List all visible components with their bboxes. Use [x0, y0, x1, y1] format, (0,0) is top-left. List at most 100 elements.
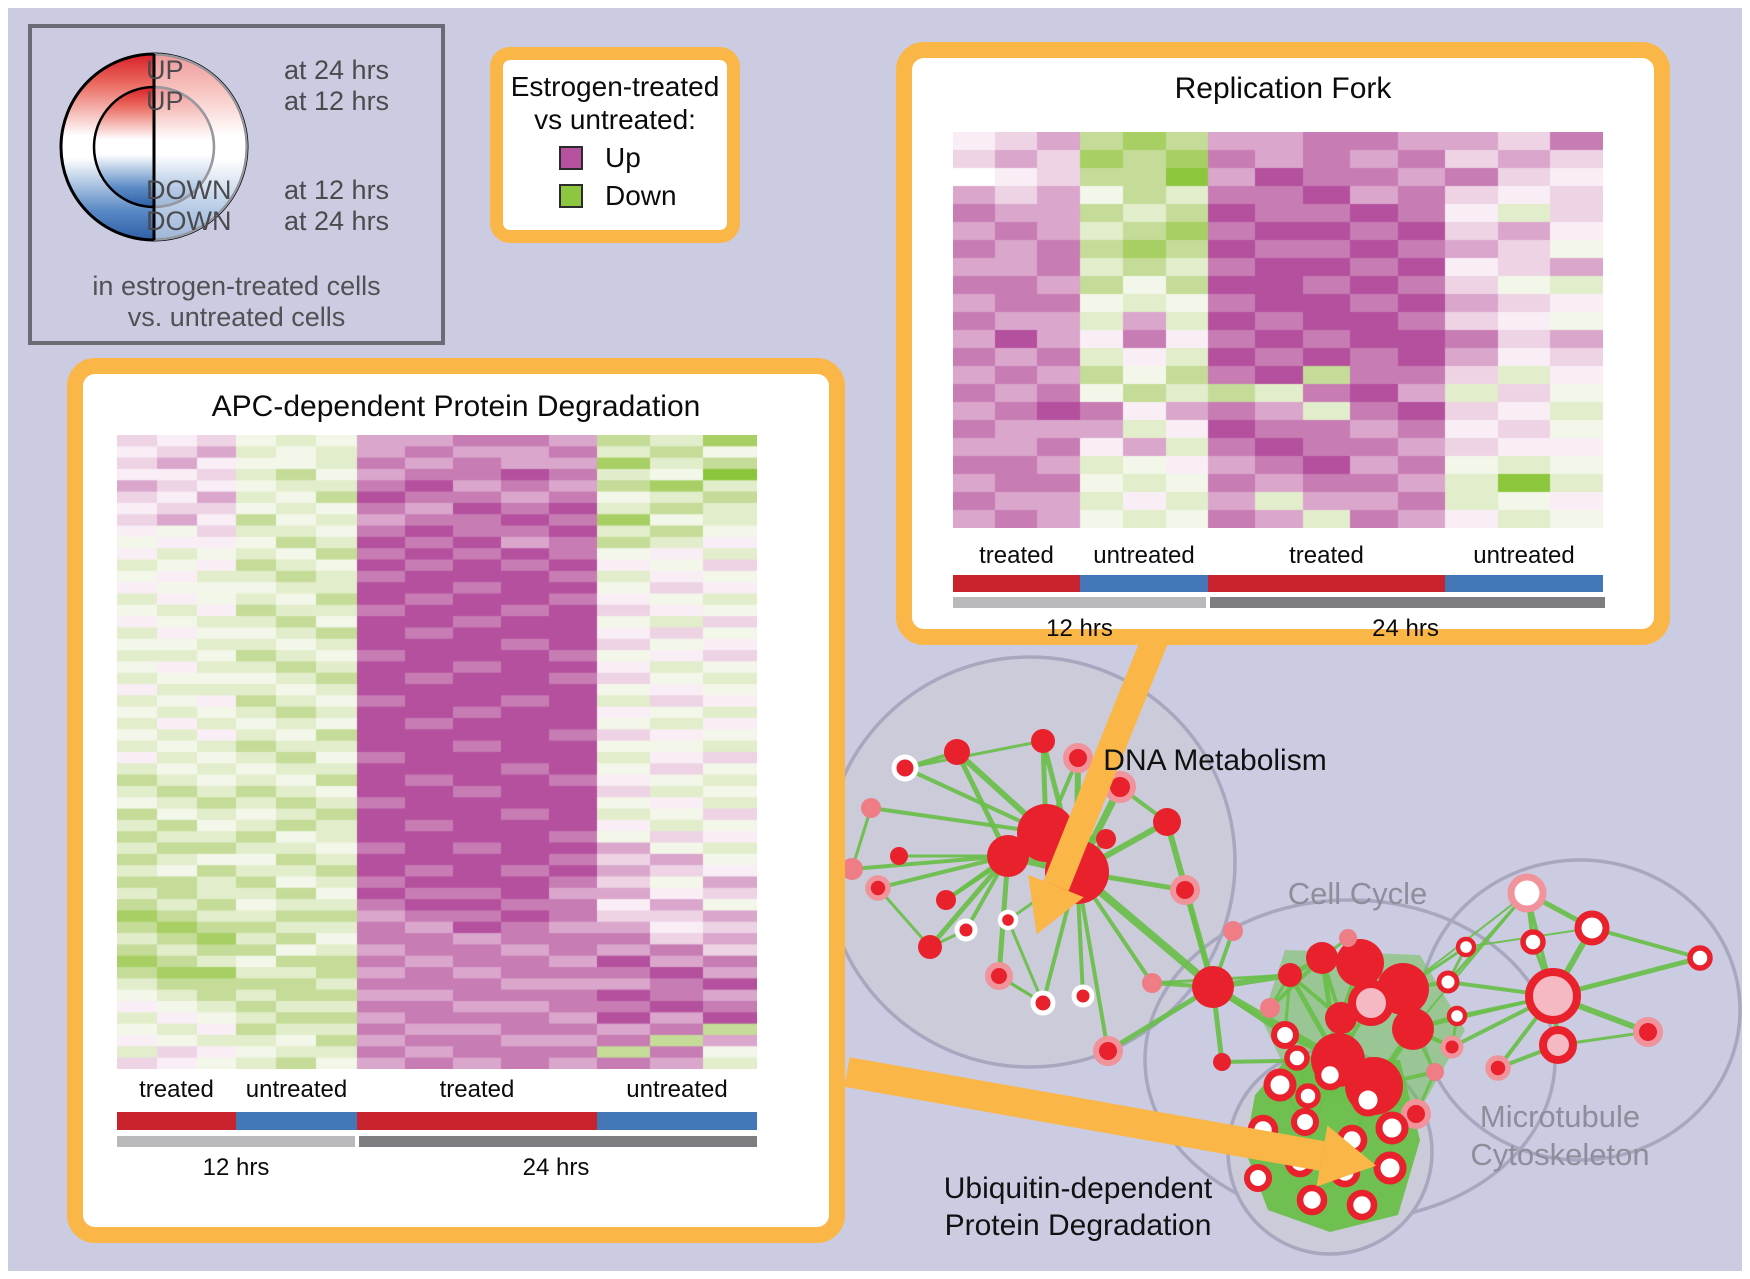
network-node [865, 875, 891, 901]
connector-arrowhead [1028, 874, 1084, 935]
network-node [1507, 873, 1547, 913]
ring-time-label: at 12 hrs [284, 86, 390, 116]
rf-time-bars [953, 597, 1605, 608]
network-node [1306, 942, 1338, 974]
ring-legend-graphic [59, 52, 249, 242]
group-label: untreated [245, 1076, 348, 1103]
network-edge [876, 887, 932, 948]
connector-arrow-shaft [844, 1057, 1325, 1171]
network-node [1223, 921, 1243, 941]
network-node [1426, 1063, 1444, 1081]
network-node [1296, 1184, 1328, 1216]
time-bar [359, 1136, 757, 1147]
microtubule-label-line2: Cytoskeleton [1470, 1137, 1650, 1172]
network-edge [870, 806, 1047, 835]
network-node [1348, 980, 1394, 1026]
network-node [1351, 1083, 1385, 1117]
network-node [1436, 970, 1460, 994]
network-node [861, 798, 881, 818]
time-label: 24 hrs [1372, 615, 1439, 642]
network-node [891, 754, 919, 782]
network-node [1278, 963, 1302, 987]
rf-time-labels: 12 hrs 24 hrs [953, 615, 1605, 645]
network-edge [1006, 919, 1045, 1004]
condition-bar [953, 575, 1080, 592]
connector-arrowhead [1316, 1125, 1377, 1187]
microtubule-label-line1: Microtubule [1479, 1099, 1641, 1134]
network-node [1096, 829, 1116, 849]
network-node [1373, 1151, 1407, 1185]
condition-bar [1208, 575, 1445, 592]
ring-time-label: at 12 hrs [284, 175, 390, 205]
network-edge [851, 854, 1009, 871]
condition-bar [117, 1112, 236, 1130]
time-bar [953, 597, 1206, 608]
group-label: treated [1289, 542, 1364, 569]
network-node [1093, 1036, 1123, 1066]
network-node [1574, 910, 1610, 946]
ring-legend-box: UP at 24 hrs UP at 12 hrs DOWN at 12 hrs… [28, 24, 445, 345]
apc-time-bars [117, 1136, 757, 1147]
network-node [1192, 966, 1234, 1008]
network-node [1375, 1111, 1409, 1145]
ubiquitin-label-line1: Ubiquitin-dependent [943, 1172, 1213, 1205]
estrogen-legend-box: Estrogen-treated vs untreated: Up Down [490, 47, 740, 243]
network-node [985, 962, 1013, 990]
down-color-swatch [559, 184, 583, 208]
network-node [1325, 1002, 1357, 1034]
network-node [1030, 990, 1056, 1016]
condition-bar [597, 1112, 757, 1130]
ring-footer-line1: in estrogen-treated cells [92, 271, 381, 301]
rf-panel-title: Replication Fork [1174, 72, 1392, 105]
cell-cycle-label: Cell Cycle [1287, 876, 1428, 911]
time-bar [117, 1136, 355, 1147]
ring-dir-label: UP [146, 55, 184, 85]
apc-panel-title: APC-dependent Protein Degradation [211, 390, 701, 423]
network-node [997, 909, 1019, 931]
network-node [1284, 1045, 1310, 1071]
group-label: treated [979, 542, 1054, 569]
estrogen-legend-title-line2: vs untreated: [534, 104, 696, 135]
rf-condition-bars [953, 575, 1603, 592]
network-node [1243, 1163, 1273, 1193]
network-edge [1412, 892, 1528, 1030]
ring-footer-line2: vs. untreated cells [127, 302, 346, 332]
network-node [954, 918, 978, 942]
network-node [1263, 1068, 1297, 1102]
network-node [1520, 929, 1546, 955]
rf-heatmap [953, 132, 1603, 528]
ring-time-label: at 24 hrs [284, 55, 390, 85]
network-node [1440, 1035, 1464, 1059]
ring-time-label: at 24 hrs [284, 206, 390, 236]
up-color-swatch [559, 146, 583, 170]
network-node [1213, 1053, 1231, 1071]
time-label: 12 hrs [1046, 615, 1113, 642]
network-node [1339, 929, 1357, 947]
ring-dir-label: DOWN [146, 206, 232, 236]
ubiquitin-label-line2: Protein Degradation [944, 1209, 1212, 1242]
network-node [1314, 1059, 1346, 1091]
rf-group-labels: treated untreated treated untreated [953, 542, 1603, 572]
network-node [1071, 984, 1095, 1008]
network-node [1633, 1017, 1663, 1047]
down-label: Down [605, 180, 677, 211]
network-node [1525, 968, 1581, 1024]
condition-bar [1445, 575, 1603, 592]
time-bar [1210, 597, 1605, 608]
network-node [944, 739, 970, 765]
network-node [1031, 729, 1055, 753]
network-node [841, 858, 863, 880]
group-label: untreated [1473, 542, 1575, 569]
apc-group-labels: treated untreated treated untreated [117, 1076, 757, 1106]
network-node [1270, 1020, 1300, 1050]
network-edge [877, 854, 1009, 890]
condition-bar [236, 1112, 357, 1130]
network-node [987, 835, 1029, 877]
network-node [918, 935, 942, 959]
network-node [1063, 743, 1093, 773]
network-node [1539, 1026, 1577, 1064]
network-node [1455, 936, 1477, 958]
group-label: treated [439, 1076, 515, 1103]
condition-bar [357, 1112, 597, 1130]
